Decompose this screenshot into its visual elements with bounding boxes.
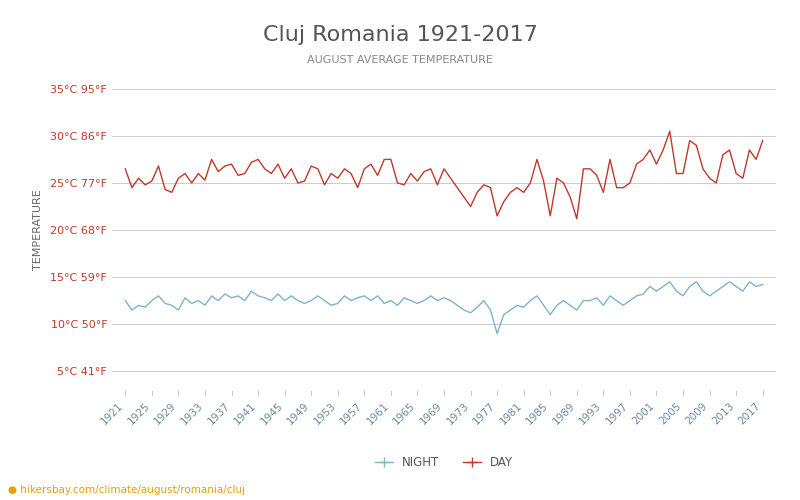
Text: ● hikersbay.com/climate/august/romania/cluj: ● hikersbay.com/climate/august/romania/c… [8,485,245,495]
Text: Cluj Romania 1921-2017: Cluj Romania 1921-2017 [262,25,538,45]
Y-axis label: TEMPERATURE: TEMPERATURE [33,190,43,270]
Text: AUGUST AVERAGE TEMPERATURE: AUGUST AVERAGE TEMPERATURE [307,55,493,65]
Legend: NIGHT, DAY: NIGHT, DAY [370,452,518,473]
